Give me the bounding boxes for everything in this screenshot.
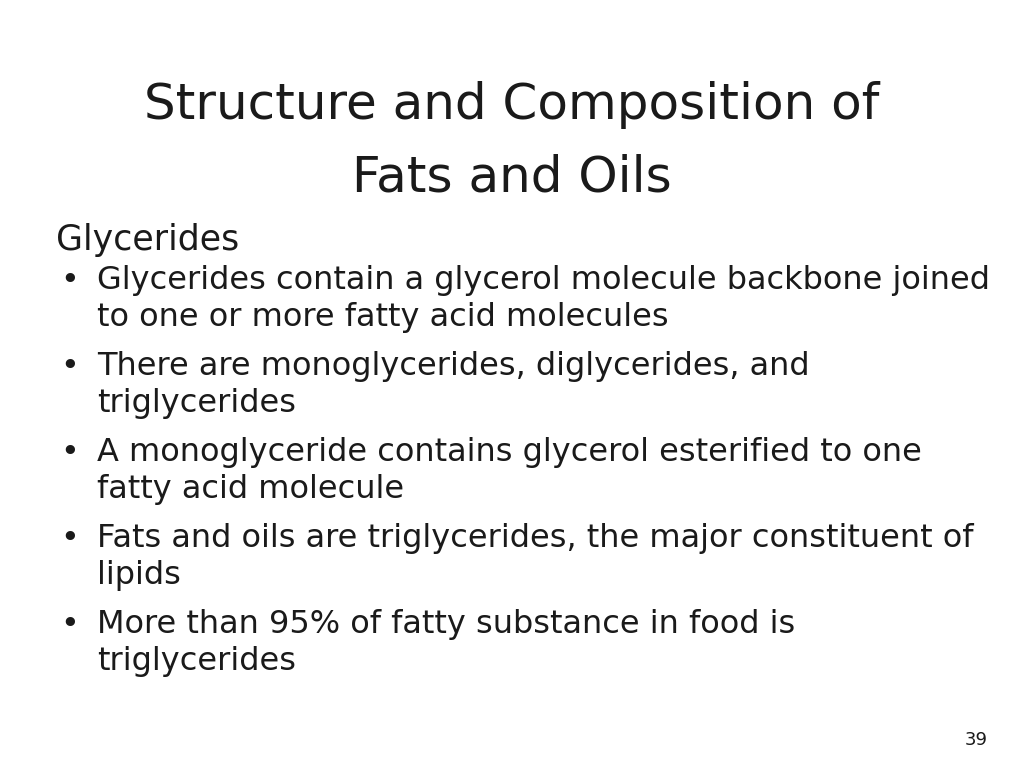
Text: •: •	[60, 351, 79, 382]
Text: 39: 39	[966, 731, 988, 749]
Text: •: •	[60, 523, 79, 554]
Text: •: •	[60, 609, 79, 640]
Text: Fats and Oils: Fats and Oils	[352, 154, 672, 201]
Text: Glycerides contain a glycerol molecule backbone joined
to one or more fatty acid: Glycerides contain a glycerol molecule b…	[97, 265, 990, 333]
Text: Fats and oils are triglycerides, the major constituent of
lipids: Fats and oils are triglycerides, the maj…	[97, 523, 974, 591]
Text: More than 95% of fatty substance in food is
triglycerides: More than 95% of fatty substance in food…	[97, 609, 796, 677]
Text: •: •	[60, 437, 79, 468]
Text: Structure and Composition of: Structure and Composition of	[144, 81, 880, 128]
Text: There are monoglycerides, diglycerides, and
triglycerides: There are monoglycerides, diglycerides, …	[97, 351, 810, 419]
Text: Glycerides: Glycerides	[56, 223, 240, 257]
Text: •: •	[60, 265, 79, 296]
Text: A monoglyceride contains glycerol esterified to one
fatty acid molecule: A monoglyceride contains glycerol esteri…	[97, 437, 923, 505]
